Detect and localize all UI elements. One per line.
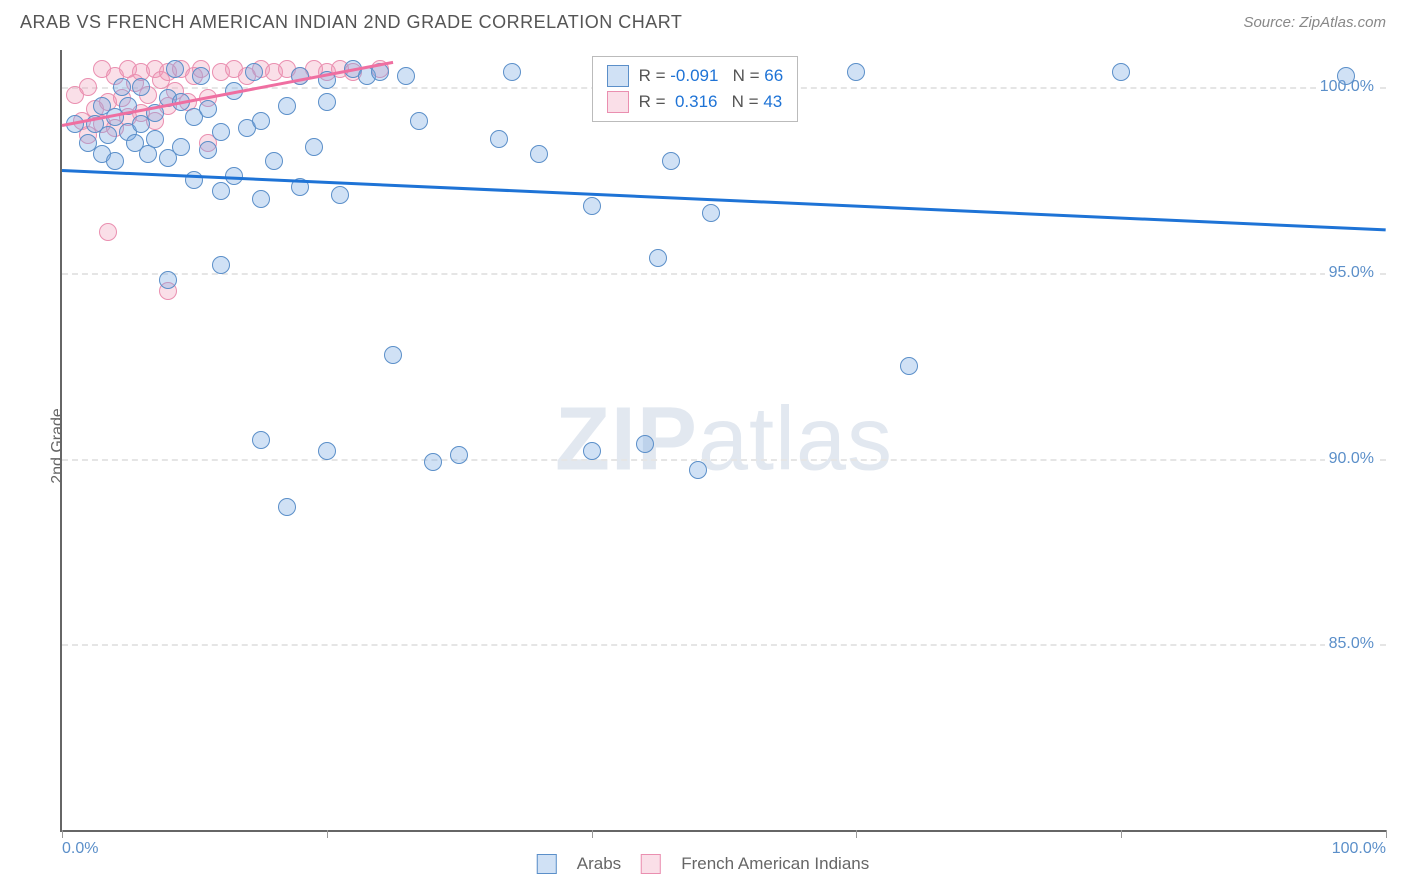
source-label: Source: ZipAtlas.com [1243,14,1386,31]
data-point [166,60,184,78]
data-point [192,67,210,85]
data-point [252,431,270,449]
data-point [199,141,217,159]
data-point [847,63,865,81]
data-point [583,442,601,460]
data-point [199,100,217,118]
data-point [702,204,720,222]
data-point [530,145,548,163]
data-point [132,78,150,96]
legend-label-arabs: Arabs [577,854,621,874]
data-point [252,190,270,208]
stats-legend-row: R = 0.316 N = 43 [607,89,784,115]
data-point [278,97,296,115]
data-point [331,186,349,204]
gridline [62,273,1386,275]
data-point [212,256,230,274]
data-point [318,442,336,460]
data-point [410,112,428,130]
x-tick [856,830,857,838]
data-point [172,138,190,156]
x-tick-label-right: 100.0% [1332,840,1386,858]
y-tick-label: 90.0% [1325,450,1378,468]
stats-legend-row: R = -0.091 N = 66 [607,63,784,89]
data-point [245,63,263,81]
x-tick [1121,830,1122,838]
data-point [99,223,117,241]
legend-swatch-blue [537,854,557,874]
data-point [397,67,415,85]
plot-region: ZIPatlas 85.0%90.0%95.0%100.0%0.0%100.0%… [60,50,1386,832]
data-point [450,446,468,464]
data-point [424,453,442,471]
data-point [384,346,402,364]
chart-area: ZIPatlas 85.0%90.0%95.0%100.0%0.0%100.0%… [60,50,1386,832]
data-point [583,197,601,215]
x-tick [62,830,63,838]
data-point [159,271,177,289]
data-point [99,126,117,144]
legend-label-french: French American Indians [681,854,869,874]
data-point [662,152,680,170]
data-point [212,123,230,141]
bottom-legend: Arabs French American Indians [537,854,869,874]
data-point [146,130,164,148]
data-point [1337,67,1355,85]
y-tick-label: 95.0% [1325,264,1378,282]
gridline [62,644,1386,646]
y-tick-label: 85.0% [1325,635,1378,653]
data-point [900,357,918,375]
stats-text: R = 0.316 N = 43 [639,92,783,112]
stats-text: R = -0.091 N = 66 [639,66,784,86]
data-point [305,138,323,156]
x-tick-label-left: 0.0% [62,840,98,858]
x-tick [592,830,593,838]
data-point [1112,63,1130,81]
x-tick [327,830,328,838]
gridline [62,459,1386,461]
data-point [490,130,508,148]
data-point [503,63,521,81]
data-point [265,152,283,170]
data-point [689,461,707,479]
watermark: ZIPatlas [555,389,893,492]
swatch-icon [607,91,629,113]
data-point [278,498,296,516]
chart-title: ARAB VS FRENCH AMERICAN INDIAN 2ND GRADE… [20,12,682,33]
x-tick [1386,830,1387,838]
legend-swatch-pink [641,854,661,874]
data-point [212,182,230,200]
data-point [113,78,131,96]
data-point [636,435,654,453]
stats-legend: R = -0.091 N = 66 R = 0.316 N = 43 [592,56,799,122]
data-point [106,152,124,170]
data-point [79,78,97,96]
data-point [649,249,667,267]
swatch-icon [607,65,629,87]
data-point [318,93,336,111]
data-point [252,112,270,130]
